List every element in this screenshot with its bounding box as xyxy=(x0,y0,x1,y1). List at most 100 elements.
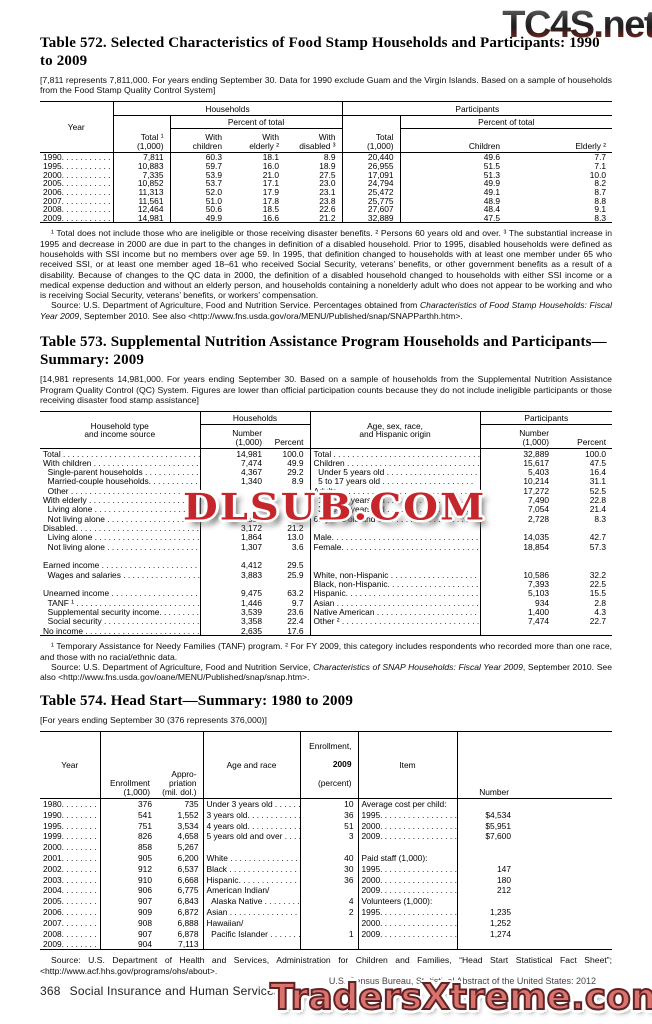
households-total-cell: 12,464 xyxy=(113,205,171,214)
household-type-cell: Disabled. . . . . . . . . . . . . . . . … xyxy=(40,523,201,533)
footnote-text: ¹ Total does not include those who are i… xyxy=(40,228,612,300)
table-573-footnotes: ¹ Temporary Assistance for Needy Familie… xyxy=(40,641,612,682)
census-imprint: U.S. Census Bureau, Statistical Abstract… xyxy=(328,976,596,986)
household-type-cell xyxy=(40,551,201,561)
watermark-dlsub: DLSUB.COM xyxy=(183,485,487,529)
col-header-participants-total: Total (1,000) xyxy=(342,115,401,153)
households-percent-cell xyxy=(268,551,311,561)
year-cell: 1999. . . . . . . . xyxy=(40,831,101,842)
enrollment-percent-cell xyxy=(300,841,359,853)
enrollment-cell: 907 xyxy=(138,896,152,907)
col-header-enrollment: Enrollment (1,000) xyxy=(109,777,150,798)
number-cell xyxy=(457,896,515,907)
item-cell: 1995. . . . . . . . . . . . . . . . . . … xyxy=(358,863,458,875)
households-number-cell: 9,475 xyxy=(241,588,262,599)
elderly-percent-cell: 10.0 xyxy=(589,169,607,180)
households-percent-cell: 25.9 xyxy=(268,570,311,580)
age-sex-race-cell: Total . . . . . . . . . . . . . . . . . … xyxy=(310,448,481,459)
table-row: 2001. . . . . . . . 905 6,200 White . . … xyxy=(40,852,612,864)
item-cell: 2009. . . . . . . . . . . . . . . . . . … xyxy=(358,928,458,940)
households-number-cell: 1,307 xyxy=(241,541,262,552)
col-header-age-and-race: Age and race xyxy=(203,731,301,799)
age-race-cell: 3 years old. . . . . . . . . . . . . . .… xyxy=(203,809,301,821)
item-cell xyxy=(358,841,458,853)
enrollment-cell: 909 xyxy=(138,906,152,917)
appropriation-cell: 6,775 xyxy=(156,885,204,896)
watermark-tradersxtreme: TradersXtreme.com xyxy=(269,977,652,1018)
item-cell: 2009. . . . . . . . . . . . . . . . . . … xyxy=(358,831,458,842)
age-race-cell: Pacific Islander . . . . . . . . . . xyxy=(203,928,301,940)
year-cell: 2001. . . . . . . . xyxy=(40,852,101,864)
household-type-cell xyxy=(40,579,201,589)
enrollment-percent-cell: 51 xyxy=(300,820,359,832)
year-cell: 2005. . . . . . . . xyxy=(40,895,101,907)
participants-number-cell: 10,214 xyxy=(523,476,550,487)
participants-number-cell xyxy=(480,552,555,561)
participants-percent-cell: 47.5 xyxy=(589,457,607,468)
col-group-households: Households xyxy=(200,411,311,426)
enrollment-percent-cell xyxy=(300,917,359,929)
household-type-cell: With elderly . . . . . . . . . . . . . .… xyxy=(40,495,201,505)
households-percent-cell: 21.2 xyxy=(268,523,311,533)
number-cell xyxy=(457,939,515,950)
participants-percent-cell: 22.5 xyxy=(589,579,607,590)
table-row: 2005. . . . . . . . . . . . . 10,852 53.… xyxy=(40,179,612,188)
table-row: 2000. . . . . . . . 858 5,267 xyxy=(40,841,612,853)
table-row: Wages and salaries . . . . . . . . . . .… xyxy=(40,569,612,580)
age-race-cell: 4 years old. . . . . . . . . . . . . . .… xyxy=(203,820,301,832)
age-sex-race-cell: Female. . . . . . . . . . . . . . . . . … xyxy=(310,542,481,552)
households-percent-cell: 29.2 xyxy=(268,467,311,477)
households-number-cell: 3,883 xyxy=(241,569,262,580)
col-group-percent-of-total-households: Percent of total xyxy=(170,115,343,130)
table-row xyxy=(40,551,612,561)
enrollment-cell: 858 xyxy=(138,842,152,853)
children-percent-cell: 49.1 xyxy=(483,186,501,197)
household-type-cell: Social security . . . . . . . . . . . . … xyxy=(40,617,201,627)
children-percent-cell: 49.9 xyxy=(483,178,501,189)
col-header-number-households: Number (1,000) xyxy=(232,427,262,448)
number-cell xyxy=(457,842,515,853)
appropriation-cell: 4,658 xyxy=(156,831,204,842)
age-sex-race-cell xyxy=(310,626,481,636)
item-cell: Average cost per child: xyxy=(358,798,458,810)
participants-percent-cell: 52.5 xyxy=(589,485,607,496)
year-cell: 2003. . . . . . . . xyxy=(40,874,101,886)
table-row: No income . . . . . . . . . . . . . . . … xyxy=(40,626,612,636)
table-row: 2003. . . . . . . . 910 6,668 Hispanic. … xyxy=(40,874,612,886)
col-header-with-children: With children xyxy=(192,131,222,152)
col-header-number-participants: Number (1,000) xyxy=(519,427,550,448)
household-type-cell: No income . . . . . . . . . . . . . . . … xyxy=(40,626,201,636)
participants-number-cell: 32,889 xyxy=(523,448,550,459)
age-sex-race-cell xyxy=(310,560,481,571)
elderly-percent-cell: 8.3 xyxy=(594,212,607,223)
with-elderly-cell: 18.1 xyxy=(262,152,279,163)
year-cell: 1990. . . . . . . . xyxy=(40,809,101,821)
participants-number-cell: 7,490 xyxy=(528,495,550,505)
table-573-title: Table 573. Supplemental Nutrition Assist… xyxy=(40,334,607,369)
participants-number-cell: 5,103 xyxy=(528,588,550,599)
table-row: Supplemental security income. . . . . . … xyxy=(40,607,612,617)
year-cell: 2000. . . . . . . . xyxy=(40,841,101,853)
item-cell: 2000. . . . . . . . . . . . . . . . . . … xyxy=(358,820,458,832)
enrollment-cell: 376 xyxy=(138,799,152,810)
item-cell xyxy=(358,939,458,950)
appropriation-cell: 7,113 xyxy=(156,939,204,950)
age-sex-race-cell: Black, non-Hispanic. . . . . . . . . . .… xyxy=(310,579,481,589)
filler-cell xyxy=(515,864,612,875)
children-percent-cell: 48.4 xyxy=(483,204,501,215)
col-header-percent-participants: Percent xyxy=(577,437,607,448)
table-row: Total . . . . . . . . . . . . . . . . . … xyxy=(40,448,612,459)
households-number-cell: 539 xyxy=(248,513,262,524)
age-sex-race-cell: Native American . . . . . . . . . . . . … xyxy=(310,607,481,617)
age-sex-race-cell xyxy=(310,523,481,533)
number-cell: 212 xyxy=(497,885,511,896)
enrollment-2009-line3: (percent) xyxy=(317,777,352,788)
year-cell: 1980. . . . . . . . xyxy=(40,798,101,810)
item-cell: 1995. . . . . . . . . . . . . . . . . . … xyxy=(358,906,458,918)
household-type-cell: With children . . . . . . . . . . . . . … xyxy=(40,458,201,468)
with-children-cell: 49.9 xyxy=(205,212,222,223)
participants-total-cell: 24,794 xyxy=(342,179,401,188)
age-race-cell: 5 years old and over . . . . . . . . xyxy=(203,831,301,842)
number-cell: $7,600 xyxy=(485,831,511,842)
households-total-cell: 11,313 xyxy=(113,187,171,197)
